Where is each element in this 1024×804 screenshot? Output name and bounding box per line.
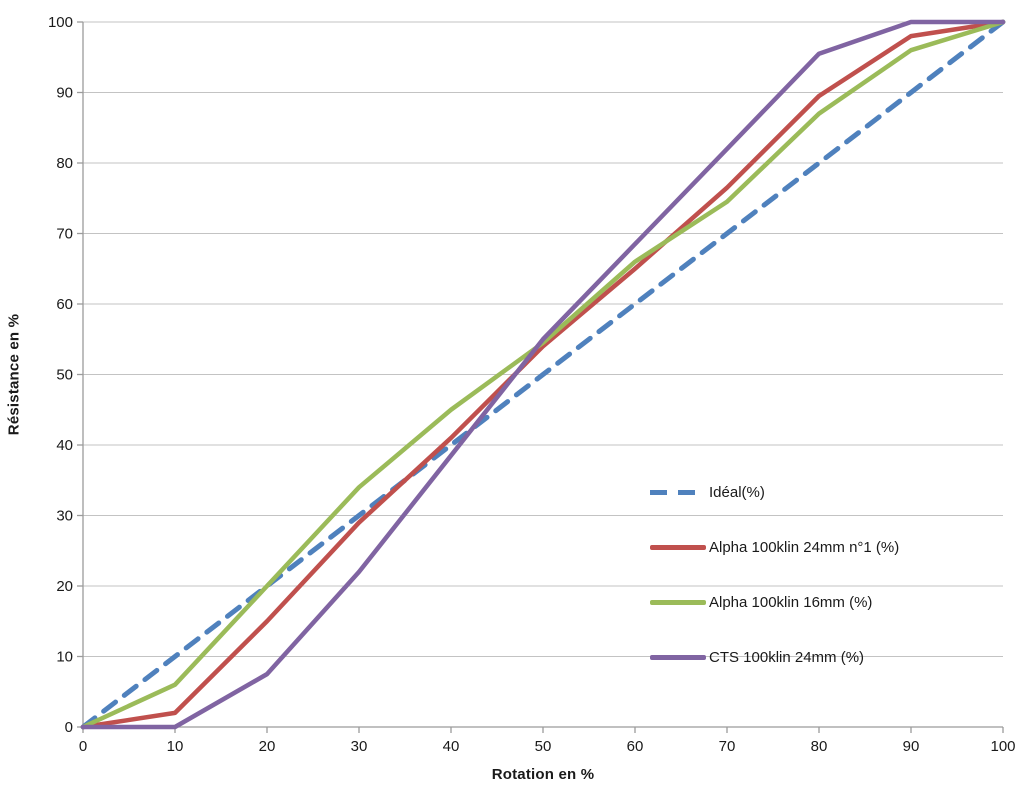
x-tick-label: 60 (627, 738, 644, 755)
legend-label: Alpha 100klin 24mm n°1 (%) (709, 538, 900, 556)
legend-item: Idéal(%) (650, 480, 765, 504)
legend-item: Alpha 100klin 16mm (%) (650, 590, 872, 614)
legend-swatch-icon (650, 489, 706, 495)
y-tick-label: 40 (56, 437, 73, 454)
series-line (80, 19, 1006, 730)
x-tick-label: 80 (811, 738, 828, 755)
x-tick-label: 10 (167, 738, 184, 755)
x-tick-label: 20 (259, 738, 276, 755)
legend-item: CTS 100klin 24mm (%) (650, 645, 864, 669)
y-tick-label: 100 (48, 14, 73, 31)
legend-label: CTS 100klin 24mm (%) (709, 648, 865, 666)
y-tick-label: 30 (56, 508, 73, 525)
y-axis-title: Résistance en % (5, 313, 23, 436)
legend-swatch-icon (650, 544, 706, 550)
x-tick-label: 90 (903, 738, 920, 755)
x-tick-label: 70 (719, 738, 736, 755)
legend-item: Alpha 100klin 24mm n°1 (%) (650, 535, 899, 559)
y-tick-label: 10 (56, 649, 73, 666)
y-tick-label: 80 (56, 155, 73, 172)
y-tick-label: 50 (56, 367, 73, 384)
legend-label: Alpha 100klin 16mm (%) (709, 593, 873, 611)
legend-swatch-icon (650, 599, 706, 605)
legend-swatch-icon (650, 654, 706, 660)
x-tick-label: 100 (990, 738, 1015, 755)
x-tick-label: 0 (79, 738, 87, 755)
series-line (80, 19, 1006, 730)
legend-label: Idéal(%) (709, 483, 765, 501)
x-tick-label: 30 (351, 738, 368, 755)
y-tick-label: 0 (65, 719, 73, 736)
x-tick-label: 40 (443, 738, 460, 755)
x-axis-title: Rotation en % (491, 766, 595, 783)
y-tick-label: 90 (56, 85, 73, 102)
y-tick-label: 60 (56, 296, 73, 313)
y-tick-label: 20 (56, 578, 73, 595)
series-line (80, 19, 1006, 730)
x-tick-label: 50 (535, 738, 552, 755)
y-tick-label: 70 (56, 226, 73, 243)
